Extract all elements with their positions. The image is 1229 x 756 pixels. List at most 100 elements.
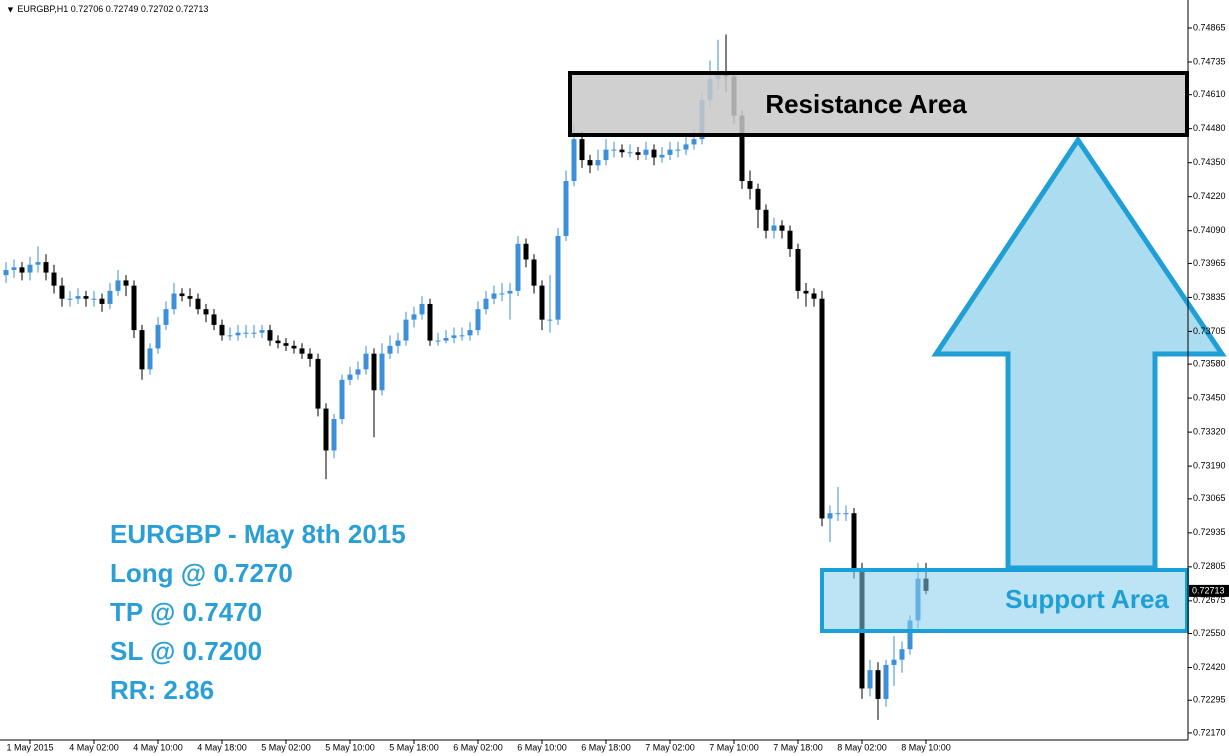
trade-note: EURGBP - May 8th 2015 xyxy=(110,519,406,549)
candle-body xyxy=(435,340,441,342)
x-tick-label: 6 May 10:00 xyxy=(517,742,567,752)
candle-body xyxy=(75,296,81,299)
candle-body xyxy=(275,340,281,344)
candle-body xyxy=(491,293,497,299)
candle-body xyxy=(371,353,377,391)
resistance-label: Resistance Area xyxy=(765,89,967,119)
candle-body xyxy=(211,314,217,325)
candle-body xyxy=(251,332,257,334)
candle-body xyxy=(283,343,289,346)
candle-body xyxy=(403,319,409,341)
x-tick-label: 5 May 18:00 xyxy=(389,742,439,752)
annotations: EURGBP - May 8th 2015 Long @ 0.7270 TP @ 0… xyxy=(110,519,406,705)
candle-body xyxy=(523,243,529,260)
candle-body xyxy=(107,290,113,304)
candle-body xyxy=(771,225,777,231)
candle-body xyxy=(179,293,185,297)
candle-body xyxy=(587,160,593,166)
candle-body xyxy=(427,303,433,341)
candle-body xyxy=(515,243,521,291)
candle-body xyxy=(907,620,913,650)
candle-body xyxy=(35,262,41,265)
candle-body xyxy=(835,513,841,515)
candle-body xyxy=(611,149,617,151)
candle-body xyxy=(811,293,817,299)
y-tick-label: 0.74350 xyxy=(1193,157,1226,167)
candle-body xyxy=(3,269,9,276)
candle-body xyxy=(763,209,769,231)
candle-body xyxy=(67,298,73,300)
candle-body xyxy=(203,309,209,315)
candle-body xyxy=(131,285,137,331)
x-tick-label: 7 May 10:00 xyxy=(709,742,759,752)
y-tick-label: 0.73190 xyxy=(1193,461,1226,471)
candle-body xyxy=(363,353,369,370)
candle-body xyxy=(171,293,177,310)
candle-body xyxy=(659,154,665,158)
trade-note: TP @ 0.7470 xyxy=(110,597,262,627)
candle-body xyxy=(755,188,761,210)
candle-body xyxy=(19,267,25,273)
candle-body xyxy=(891,659,897,665)
candle-body xyxy=(11,267,17,270)
candle-body xyxy=(555,235,561,320)
candle-body xyxy=(139,330,145,370)
candle-body xyxy=(291,345,297,349)
y-tick-label: 0.73065 xyxy=(1193,493,1226,503)
candle-body xyxy=(99,298,105,304)
candle-body xyxy=(243,332,249,334)
candle-body xyxy=(683,144,689,150)
candle-body xyxy=(259,330,265,333)
candle-body xyxy=(539,285,545,320)
candle-body xyxy=(419,303,425,315)
x-tick-label: 5 May 02:00 xyxy=(261,742,311,752)
candle-body xyxy=(451,335,457,338)
x-tick-label: 5 May 10:00 xyxy=(325,742,375,752)
y-tick-label: 0.73965 xyxy=(1193,258,1226,268)
candle-body xyxy=(675,149,681,151)
y-tick-label: 0.73320 xyxy=(1193,426,1226,436)
y-tick-label: 0.74865 xyxy=(1193,22,1226,32)
candle-body xyxy=(651,149,657,158)
y-tick-label: 0.72550 xyxy=(1193,628,1226,638)
candle-body xyxy=(187,296,193,299)
candle-body xyxy=(635,152,641,155)
x-tick-label: 8 May 10:00 xyxy=(901,742,951,752)
candle-body xyxy=(379,353,385,391)
candle-body xyxy=(851,513,857,569)
y-tick-label: 0.73580 xyxy=(1193,358,1226,368)
candle-body xyxy=(483,298,489,310)
candle-body xyxy=(123,280,129,286)
candle-body xyxy=(883,664,889,699)
candle-body xyxy=(547,319,553,321)
candle-body xyxy=(843,513,849,515)
y-tick-label: 0.72170 xyxy=(1193,727,1226,737)
candle-body xyxy=(147,348,153,370)
candle-body xyxy=(627,152,633,154)
candle-body xyxy=(91,298,97,300)
x-tick-label: 4 May 10:00 xyxy=(133,742,183,752)
y-tick-label: 0.72420 xyxy=(1193,662,1226,672)
up-arrow xyxy=(931,135,1227,571)
y-tick-label: 0.74220 xyxy=(1193,191,1226,201)
trade-note: SL @ 0.7200 xyxy=(110,636,262,666)
trade-note: Long @ 0.7270 xyxy=(110,558,293,588)
header-text: EURGBP,H1 0.72706 0.72749 0.72702 0.7271… xyxy=(17,4,208,14)
candle-body xyxy=(51,272,57,286)
candle-body xyxy=(299,348,305,354)
candle-body xyxy=(899,649,905,660)
candle-body xyxy=(595,160,601,166)
candle-body xyxy=(563,181,569,236)
candle-body xyxy=(531,259,537,286)
candle-body xyxy=(347,374,353,380)
support-label: Support Area xyxy=(1005,584,1169,614)
candle-body xyxy=(155,324,161,349)
x-tick-label: 7 May 02:00 xyxy=(645,742,695,752)
candle-body xyxy=(579,139,585,161)
axes: 0.74865 0.74735 0.74610 0.74480 0.74350 0.742… xyxy=(6,22,1229,752)
candle-body xyxy=(411,314,417,320)
candle-body xyxy=(867,670,873,689)
candle-body xyxy=(83,296,89,299)
y-tick-label: 0.73450 xyxy=(1193,392,1226,402)
candle-body xyxy=(819,298,825,519)
